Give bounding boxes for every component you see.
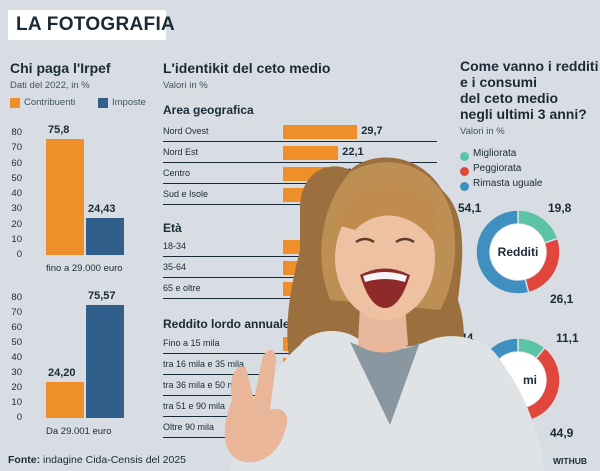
donut-value-label: 26,1 — [550, 292, 574, 306]
y-tick-label: 60 — [11, 157, 22, 169]
row-divider — [163, 141, 437, 142]
bar — [46, 139, 84, 255]
row-label: tra 51 e 90 mila — [163, 401, 226, 411]
y-tick-label: 60 — [11, 322, 22, 333]
row-label: Nord Ovest — [163, 126, 209, 136]
donut-value-label: 54,1 — [458, 201, 482, 215]
y-tick-label: 10 — [11, 397, 22, 408]
bar-value-label: 22,1 — [342, 146, 364, 158]
donut-value-label: 19,8 — [548, 201, 572, 215]
y-tick-label: 80 — [11, 292, 22, 303]
irpef-subtitle: Dati del 2022, in % — [10, 80, 90, 91]
row-divider — [163, 183, 437, 184]
legend-peggiorata-dot — [460, 167, 469, 176]
bar — [283, 146, 339, 160]
bar-value-label: 29,7 — [361, 125, 383, 137]
legend-peggiorata: Peggiorata — [473, 163, 522, 174]
row-label: Oltre 90 mila — [163, 422, 215, 432]
y-tick-label: 50 — [11, 337, 22, 348]
page-title: LA FOTOGRAFIA — [16, 14, 176, 35]
legend-imposte-swatch — [98, 98, 108, 108]
row-label: Centro — [163, 168, 191, 178]
footer-credit: WITHUB — [553, 456, 587, 466]
consumi-title-line: Come vanno i redditi — [460, 58, 599, 74]
row-label: tra 16 mila e 35 mila — [163, 359, 245, 369]
consumi-title: Come vanno i redditi e i consumi del cet… — [460, 58, 598, 122]
y-tick-label: 80 — [11, 127, 22, 138]
consumi-title-line: negli ultimi 3 anni? — [460, 106, 587, 122]
y-tick-label: 70 — [11, 307, 22, 318]
legend-contribuenti: Contribuenti — [24, 97, 76, 108]
row-label: tra 36 mila e 50 mila — [163, 380, 245, 390]
row-label: 18-34 — [163, 241, 187, 251]
donut-center-label: mi — [523, 373, 537, 387]
bar — [86, 217, 124, 255]
donut-center-label: Redditi — [498, 245, 539, 259]
row-divider — [163, 162, 437, 163]
bar — [46, 381, 84, 418]
eta-title: Età — [163, 221, 182, 235]
irpef-title: Chi paga l'Irpef — [10, 60, 111, 76]
bar — [86, 304, 124, 418]
y-tick-label: 0 — [16, 249, 22, 260]
y-tick-label: 20 — [11, 382, 22, 393]
y-tick-label: 50 — [11, 172, 22, 184]
footer-source: Fonte: indagine Cida-Censis del 2025 — [8, 454, 186, 466]
consumi-title-line: del ceto medio — [460, 90, 559, 106]
bar-value-label: 24,43 — [88, 202, 116, 215]
category-label: Da 29.001 euro — [46, 426, 112, 437]
row-label: Nord Est — [163, 147, 199, 157]
legend-migliorata: Migliorata — [473, 148, 517, 159]
reddito-title: Reddito lordo annuale — [163, 317, 290, 331]
bar-value-label: 75,8 — [48, 124, 70, 137]
y-tick-label: 40 — [11, 352, 22, 363]
footer-source-text: indagine Cida-Censis del 2025 — [40, 454, 187, 466]
row-label: 65 e oltre — [163, 283, 201, 293]
consumi-subtitle: Valori in % — [460, 126, 505, 137]
bar-value-label: 24,20 — [48, 366, 76, 379]
category-label: fino a 29.000 euro — [46, 263, 123, 274]
y-tick-label: 0 — [16, 412, 22, 423]
row-label: Sud e Isole — [163, 189, 209, 199]
donut-value-label: 44,9 — [550, 426, 574, 440]
row-label: 35-64 — [163, 262, 187, 272]
legend-rimasta-dot — [460, 182, 469, 191]
row-label: Fino a 15 mila — [163, 338, 220, 348]
consumi-title-line: e i consumi — [460, 74, 538, 90]
donut-hole — [490, 224, 546, 280]
y-tick-label: 20 — [11, 218, 22, 230]
irpef-chart-1: 80 70 60 50 40 30 20 10 0 75,8 24,43 fino a 29.000 … — [0, 0, 160, 471]
legend-migliorata-dot — [460, 152, 469, 161]
y-tick-label: 10 — [11, 233, 22, 245]
y-tick-label: 30 — [11, 203, 22, 215]
row-divider — [163, 204, 437, 205]
donut-value-label: 11,1 — [556, 331, 579, 345]
identikit-title: L'identikit del ceto medio — [163, 60, 331, 76]
y-tick-label: 70 — [11, 142, 22, 154]
irpef-chart-2: 80 70 60 50 40 30 20 10 0 24,20 75,57 Da 29.001 eur… — [0, 0, 160, 471]
y-tick-label: 30 — [11, 367, 22, 378]
y-tick-label: 40 — [11, 188, 22, 199]
footer-source-prefix: Fonte: — [8, 454, 41, 466]
legend-rimasta: Rimasta uguale — [473, 178, 543, 189]
header-box — [8, 10, 166, 40]
legend-contribuenti-swatch — [10, 98, 20, 108]
legend-imposte: Imposte — [112, 97, 146, 108]
bar — [283, 125, 358, 139]
bar-value-label: 75,57 — [88, 289, 116, 302]
identikit-subtitle: Valori in % — [163, 80, 208, 91]
area-title: Area geografica — [163, 103, 254, 117]
